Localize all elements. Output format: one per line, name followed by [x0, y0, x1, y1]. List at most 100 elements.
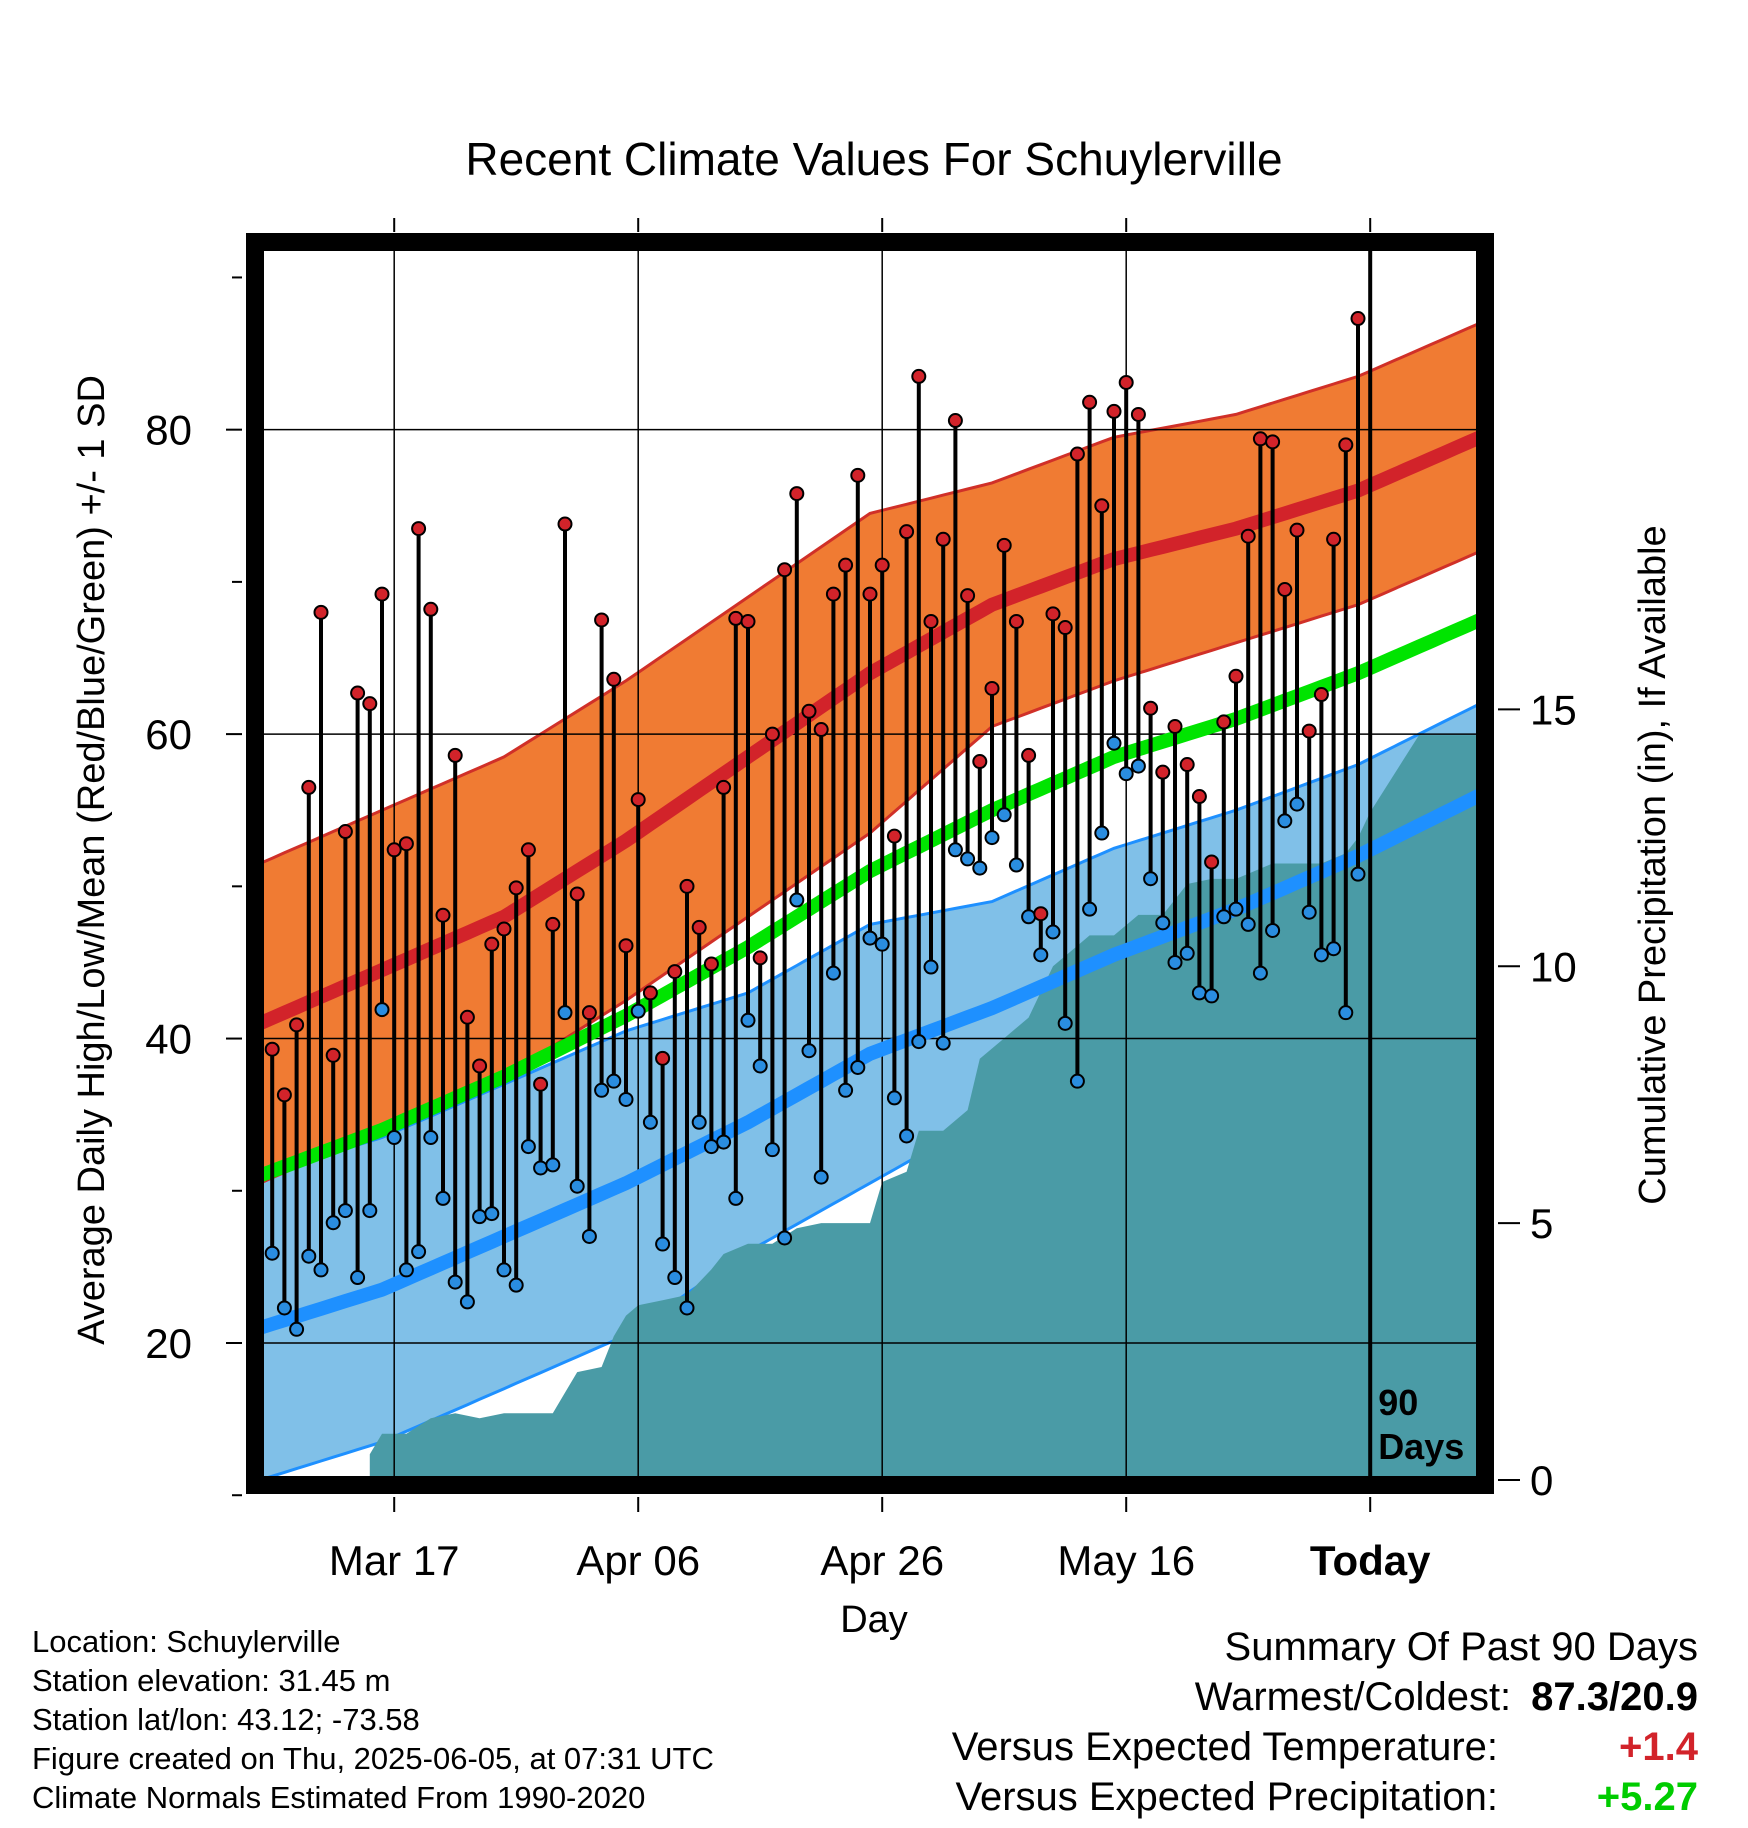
low-point-29: [606, 1073, 622, 1089]
high-point-29: [606, 671, 622, 687]
precip-label: Versus Expected Precipitation:: [955, 1775, 1498, 1819]
location-text: Location: Schuylerville: [32, 1624, 341, 1659]
high-point-48: [838, 557, 854, 573]
high-point-45: [801, 703, 817, 719]
low-point-72: [1130, 758, 1146, 774]
high-point-5: [313, 604, 329, 620]
high-point-52: [886, 828, 902, 844]
elevation-text: Station elevation: 31.45 m: [32, 1663, 391, 1698]
axes: Mar 17 Apr 06 Apr 26 May 16 Today 20 40 60 80 0 5 1…: [145, 218, 1577, 1584]
high-point-40: [740, 613, 756, 629]
high-point-70: [1106, 403, 1122, 419]
high-point-2: [276, 1087, 292, 1103]
low-point-79: [1216, 909, 1232, 925]
low-point-77: [1191, 985, 1207, 1001]
low-point-37: [703, 1139, 719, 1155]
high-point-24: [545, 916, 561, 932]
plot-frame: [246, 233, 1494, 1494]
low-point-52: [886, 1090, 902, 1106]
high-point-10: [374, 586, 390, 602]
high-point-82: [1252, 431, 1268, 447]
high-point-20: [496, 921, 512, 937]
high-point-65: [1045, 606, 1061, 622]
low-point-12: [398, 1262, 414, 1278]
high-point-13: [411, 521, 427, 537]
high-point-46: [813, 722, 829, 738]
high-point-38: [716, 779, 732, 795]
y-tick-label-right-2: 10: [1530, 943, 1577, 990]
high-point-88: [1326, 531, 1342, 547]
low-point-8: [350, 1270, 366, 1286]
low-point-13: [411, 1244, 427, 1260]
high-point-33: [655, 1050, 671, 1066]
low-point-64: [1033, 947, 1049, 963]
plot-area: 90 Days: [260, 247, 1480, 1480]
high-point-72: [1130, 406, 1146, 422]
high-point-85: [1289, 522, 1305, 538]
high-point-80: [1228, 668, 1244, 684]
x-tick-label-2: Apr 26: [820, 1537, 944, 1584]
low-point-38: [716, 1134, 732, 1150]
high-point-21: [508, 880, 524, 896]
low-point-23: [533, 1160, 549, 1176]
low-point-86: [1301, 904, 1317, 920]
low-point-45: [801, 1043, 817, 1059]
low-point-80: [1228, 901, 1244, 917]
today-marker-label-line-0: 90: [1378, 1382, 1418, 1423]
high-point-42: [764, 726, 780, 742]
summary-warm-cold: Warmest/Coldest: 87.3/20.9: [952, 1672, 1698, 1722]
x-axis-label: Day: [840, 1599, 908, 1641]
low-point-10: [374, 1002, 390, 1018]
low-point-35: [679, 1300, 695, 1316]
high-point-4: [301, 779, 317, 795]
high-point-34: [667, 964, 683, 980]
low-point-75: [1167, 954, 1183, 970]
high-point-31: [630, 792, 646, 808]
high-point-30: [618, 938, 634, 954]
low-point-47: [825, 965, 841, 981]
low-point-85: [1289, 796, 1305, 812]
high-point-55: [923, 613, 939, 629]
low-point-1: [264, 1245, 280, 1261]
high-point-58: [960, 588, 976, 604]
low-point-49: [850, 1059, 866, 1075]
high-point-53: [899, 524, 915, 540]
high-point-56: [935, 531, 951, 547]
low-point-34: [667, 1270, 683, 1286]
high-point-1: [264, 1041, 280, 1057]
high-point-83: [1265, 434, 1281, 450]
low-point-27: [581, 1228, 597, 1244]
low-point-46: [813, 1169, 829, 1185]
low-point-16: [447, 1274, 463, 1290]
high-point-37: [703, 956, 719, 972]
y-tick-label-left-2: 60: [145, 711, 192, 758]
precip-value: +5.27: [1596, 1775, 1698, 1819]
low-point-36: [691, 1114, 707, 1130]
low-point-20: [496, 1262, 512, 1278]
low-point-59: [972, 860, 988, 876]
low-point-56: [935, 1035, 951, 1051]
low-point-88: [1326, 941, 1342, 957]
high-point-22: [520, 842, 536, 858]
low-point-78: [1204, 988, 1220, 1004]
high-point-28: [594, 612, 610, 628]
high-point-7: [337, 824, 353, 840]
high-point-41: [752, 950, 768, 966]
low-point-2: [276, 1300, 292, 1316]
high-point-43: [777, 562, 793, 578]
low-point-39: [728, 1190, 744, 1206]
low-point-14: [423, 1130, 439, 1145]
low-point-68: [1082, 901, 1098, 917]
high-point-61: [996, 537, 1012, 553]
y-tick-label-left-3: 80: [145, 407, 192, 454]
low-point-57: [947, 842, 963, 858]
low-point-43: [777, 1230, 793, 1246]
high-point-78: [1204, 854, 1220, 870]
x-tick-label-0: Mar 17: [329, 1537, 460, 1584]
low-point-63: [1021, 909, 1037, 925]
high-point-67: [1069, 446, 1085, 462]
low-point-55: [923, 959, 939, 975]
today-marker-label-line-1: Days: [1378, 1426, 1464, 1467]
high-point-59: [972, 754, 988, 770]
high-point-15: [435, 907, 451, 923]
